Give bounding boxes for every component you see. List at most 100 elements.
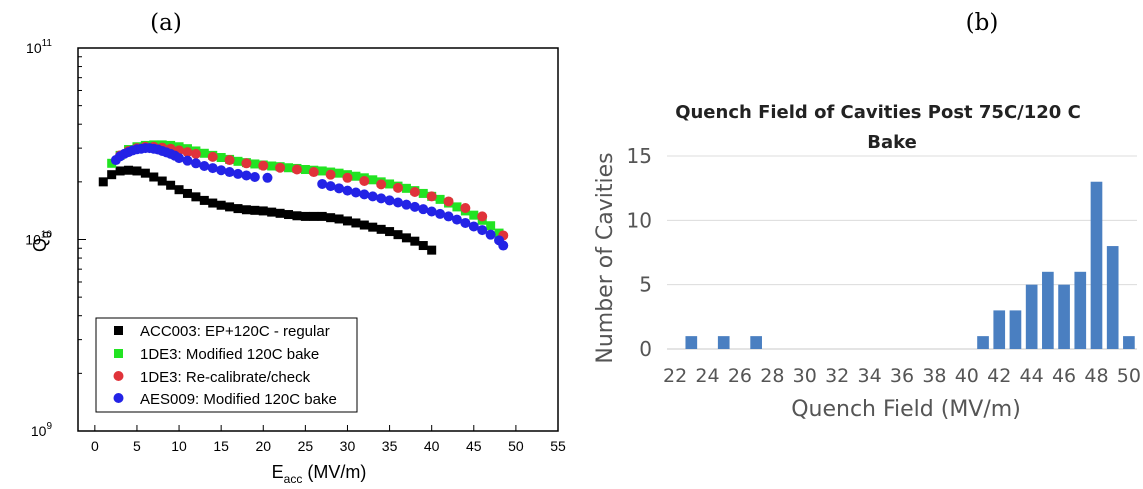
data-point-series-0 <box>166 180 176 190</box>
legend-label-aes009: AES009: Modified 120C bake <box>140 391 337 408</box>
x-tick-label: 40 <box>955 365 979 387</box>
data-point-series-0 <box>292 211 302 221</box>
data-point-series-3 <box>367 191 378 202</box>
x-tick-label: 26 <box>728 365 752 387</box>
data-point-series-3 <box>426 206 437 217</box>
data-point-series-0 <box>216 200 226 210</box>
x-tick-label: 20 <box>255 438 271 454</box>
x-tick-label: 32 <box>825 365 849 387</box>
data-point-series-0 <box>107 170 117 180</box>
y-tick-label: 1011 <box>26 38 52 56</box>
chart-b-y-axis-label: Number of Cavities <box>593 152 618 363</box>
x-tick-label: 50 <box>1117 365 1141 387</box>
data-point-series-3 <box>317 178 328 189</box>
x-tick-label: 30 <box>793 365 817 387</box>
data-point-series-0 <box>418 241 428 251</box>
x-tick-label: 30 <box>340 438 356 454</box>
bar <box>1009 310 1022 349</box>
data-point-series-0 <box>351 218 361 228</box>
data-point-series-0 <box>199 195 209 205</box>
legend-frame <box>95 317 358 413</box>
data-point-series-3 <box>435 208 446 219</box>
data-point-series-3 <box>376 193 387 204</box>
chart-b-title-line2: Bake <box>867 132 917 153</box>
data-point-series-0 <box>233 204 243 214</box>
data-point-series-2 <box>393 182 403 193</box>
x-tick-label: 55 <box>550 438 566 454</box>
data-point-series-0 <box>410 236 420 246</box>
data-point-series-2 <box>376 179 387 190</box>
data-point-series-3 <box>477 225 488 236</box>
x-tick-label: 40 <box>424 438 440 454</box>
data-point-series-1 <box>418 188 428 198</box>
data-point-series-0 <box>342 216 352 226</box>
data-point-series-0 <box>124 165 134 175</box>
x-tick-label: 22 <box>663 365 687 387</box>
bar <box>1123 336 1135 349</box>
data-point-series-1 <box>368 175 378 185</box>
x-tick-label: 45 <box>466 438 482 454</box>
data-point-series-1 <box>300 165 310 175</box>
x-tick-label: 15 <box>213 438 229 454</box>
chart-b-x-axis-label: Quench Field (MV/m) <box>791 397 1021 422</box>
x-tick-label: 44 <box>1020 365 1044 387</box>
data-point-series-0 <box>132 166 142 176</box>
legend-label-acc003: ACC003: EP+120C - regular <box>140 323 330 340</box>
x-tick-label: 48 <box>1084 365 1108 387</box>
chart-a-points <box>98 140 509 255</box>
data-point-series-1 <box>401 183 411 193</box>
bar <box>993 310 1006 349</box>
legend-marker-square-black <box>114 326 123 335</box>
y-tick-label: 10 <box>627 208 652 232</box>
bar <box>1058 284 1070 349</box>
data-point-series-2 <box>460 203 471 214</box>
data-point-series-2 <box>241 158 252 169</box>
data-point-series-0 <box>258 206 268 216</box>
x-tick-label: 25 <box>298 438 314 454</box>
x-tick-label: 28 <box>760 365 784 387</box>
chart-a-x-axis-label: Eacc (MV/m) <box>272 462 367 486</box>
data-point-series-0 <box>385 227 395 237</box>
data-point-series-1 <box>486 221 496 231</box>
data-point-series-0 <box>174 185 184 195</box>
bar <box>717 336 730 349</box>
data-point-series-0 <box>317 211 327 221</box>
x-tick-label: 42 <box>987 365 1011 387</box>
data-point-series-0 <box>368 222 378 232</box>
data-point-series-2 <box>224 155 235 166</box>
data-point-series-0 <box>376 224 386 234</box>
x-tick-label: 38 <box>922 365 946 387</box>
data-point-series-2 <box>190 148 201 159</box>
data-point-series-3 <box>498 240 509 251</box>
data-point-series-3 <box>233 168 243 179</box>
data-point-series-3 <box>199 160 210 171</box>
data-point-series-2 <box>308 167 319 178</box>
data-point-series-0 <box>284 210 294 220</box>
data-point-series-0 <box>275 208 285 218</box>
data-point-series-1 <box>267 161 277 171</box>
x-tick-label: 34 <box>857 365 881 387</box>
chart-b-ticks: 0 5 10 15 22 24 26 28 30 32 34 36 38 40 42 44 46 48 50 <box>627 144 1141 387</box>
data-point-series-0 <box>393 230 403 240</box>
panel-label-a: (a) <box>150 10 182 36</box>
data-point-series-2 <box>342 172 353 183</box>
y-tick-label: 109 <box>31 421 53 439</box>
data-point-series-2 <box>477 211 488 222</box>
data-point-series-3 <box>241 170 252 181</box>
y-tick-label: 5 <box>639 273 652 297</box>
y-tick-label: 15 <box>627 144 652 168</box>
data-point-series-1 <box>233 156 243 166</box>
legend-label-1de3-modified: 1DE3: Modified 120C bake <box>140 346 319 363</box>
bar <box>1090 181 1103 349</box>
x-tick-label: 50 <box>508 438 524 454</box>
data-point-series-0 <box>427 245 437 255</box>
bar <box>750 336 762 349</box>
legend-marker-circle-blue <box>113 393 124 403</box>
data-point-series-0 <box>182 188 192 198</box>
data-point-series-2 <box>207 151 218 162</box>
data-point-series-0 <box>157 176 167 186</box>
data-point-series-3 <box>216 165 227 176</box>
data-point-series-1 <box>107 158 117 168</box>
data-point-series-3 <box>174 153 185 164</box>
